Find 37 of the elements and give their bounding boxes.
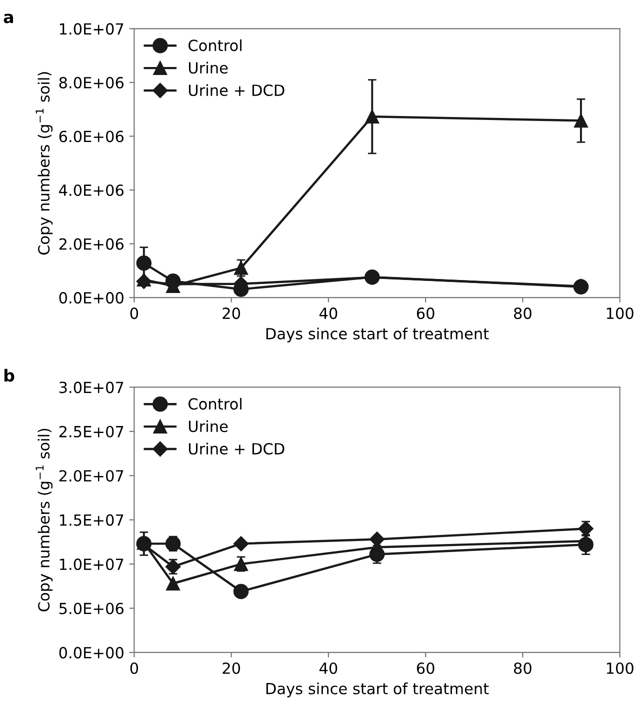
legend-label: Urine + DCD [188, 84, 284, 96]
x-tick-label: 40 [319, 308, 338, 320]
y-tick-label: 2.5E+07 [59, 426, 124, 438]
x-tick-label: 0 [130, 662, 138, 674]
y-tick-label: 3.0E+07 [59, 382, 124, 394]
x-tick-label: 60 [416, 308, 434, 320]
legend-label: Control [188, 39, 242, 52]
legend-label: Urine + DCD [188, 442, 284, 455]
x-tick-label: 60 [416, 662, 434, 674]
y-axis-title: Copy numbers (g$^{−1}$ soil) [36, 72, 53, 255]
x-tick-label: 20 [222, 308, 240, 320]
y-tick-label: 4.0E+06 [59, 184, 124, 196]
x-tick-label: 80 [514, 662, 532, 674]
y-tick-label: 1.0E+07 [60, 558, 124, 570]
chart-title: b [4, 368, 14, 382]
y-tick-label: 5.0E+06 [59, 602, 124, 614]
y-tick-label: 0.0E+00 [59, 292, 124, 304]
legend-label: Urine [188, 62, 228, 74]
x-tick-label: 20 [222, 662, 240, 674]
x-tick-label: 100 [606, 308, 634, 320]
y-tick-label: 1.5E+07 [60, 514, 124, 526]
x-tick-label: 0 [130, 308, 138, 320]
y-axis-title: Copy numbers (g$^{−1}$ soil) [36, 428, 53, 612]
y-tick-label: 2.0E+07 [59, 470, 124, 482]
y-tick-label: 6.0E+06 [59, 130, 124, 142]
legend-label: Control [188, 398, 242, 410]
legend-label: Urine [188, 420, 228, 432]
y-tick-label: 2.0E+06 [59, 238, 124, 250]
chart-title: a [4, 14, 14, 24]
x-tick-label: 80 [514, 308, 532, 320]
x-axis-title: Days since start of treatment [266, 328, 489, 342]
y-tick-label: 8.0E+06 [59, 76, 124, 88]
x-axis-title: Days since start of treatment [266, 682, 489, 698]
x-tick-label: 100 [606, 662, 634, 674]
y-tick-label: 0.0E+00 [59, 646, 124, 658]
y-tick-label: 1.0E+07 [60, 23, 124, 35]
x-tick-label: 40 [319, 662, 338, 674]
